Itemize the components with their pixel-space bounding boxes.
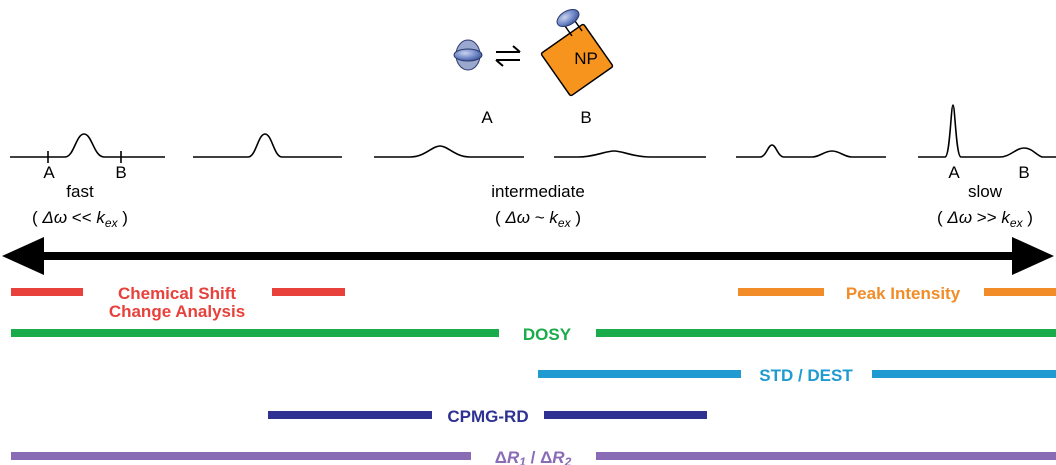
cpmg-bar-right (544, 411, 707, 419)
free-state-label: A (481, 108, 493, 127)
spectrum-slow-emerging (736, 144, 886, 158)
cpmg-rd-label: CPMG-RD (447, 407, 528, 426)
np-label: NP (574, 49, 598, 68)
spectrum-intermediate-broad (374, 145, 524, 158)
method-relaxation-bar: ΔR1 / ΔR2 (11, 448, 1056, 465)
peak-bar-right (984, 288, 1056, 296)
csp-label-line1: Chemical Shift (118, 284, 236, 303)
intermediate-regime-condition: ( Δω ~ kex ) (495, 208, 581, 230)
dosy-bar-right (596, 329, 1056, 337)
std-bar-right (872, 370, 1056, 378)
fast-regime-condition: ( Δω << kex ) (32, 208, 128, 230)
fast-peak-a-label: A (43, 163, 55, 182)
csp-bar-left (11, 288, 83, 296)
method-std-dest-bar: STD / DEST (538, 366, 1056, 385)
slow-regime-condition: ( Δω >> kex ) (937, 208, 1033, 230)
slow-regime-label: slow (968, 182, 1003, 201)
free-protein-icon (453, 39, 483, 71)
nanoparticle-complex-icon: NP (540, 8, 614, 97)
std-dest-label: STD / DEST (759, 366, 853, 385)
csp-label-line2: Change Analysis (109, 302, 245, 321)
bound-state-label: B (580, 108, 591, 127)
relax-bar-left (11, 452, 471, 460)
spectrum-intermediate-flat (554, 150, 706, 158)
timescale-double-arrow (2, 237, 1054, 275)
equilibrium-arrows-icon (495, 45, 521, 67)
method-peak-intensity-bar: Peak Intensity (738, 284, 1056, 303)
spectrum-fast-resolved (10, 133, 165, 158)
std-bar-left (538, 370, 741, 378)
peak-bar-left (738, 288, 824, 296)
fast-peak-b-label: B (115, 163, 126, 182)
nmr-spectra (10, 104, 1056, 163)
method-cpmg-rd-bar: CPMG-RD (268, 407, 707, 426)
spectrum-slow-resolved (918, 104, 1056, 158)
csp-bar-right (272, 288, 345, 296)
intermediate-regime-label: intermediate (491, 182, 585, 201)
fast-regime-label: fast (66, 182, 94, 201)
slow-peak-a-label: A (948, 163, 960, 182)
cpmg-bar-left (268, 411, 432, 419)
method-csp-bar: Chemical Shift Change Analysis (11, 284, 345, 321)
spectrum-fast-averaged (193, 133, 342, 158)
relaxation-label: ΔR1 / ΔR2 (495, 448, 572, 465)
dosy-label: DOSY (523, 325, 572, 344)
dosy-bar-left (11, 329, 499, 337)
relax-bar-right (596, 452, 1056, 460)
slow-peak-b-label: B (1018, 163, 1029, 182)
method-dosy-bar: DOSY (11, 325, 1056, 344)
peak-intensity-label: Peak Intensity (846, 284, 961, 303)
